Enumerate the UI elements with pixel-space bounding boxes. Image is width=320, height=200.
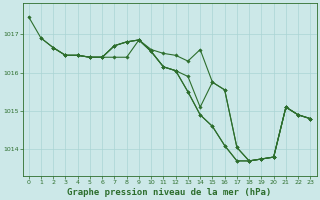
X-axis label: Graphe pression niveau de la mer (hPa): Graphe pression niveau de la mer (hPa) [68,188,272,197]
